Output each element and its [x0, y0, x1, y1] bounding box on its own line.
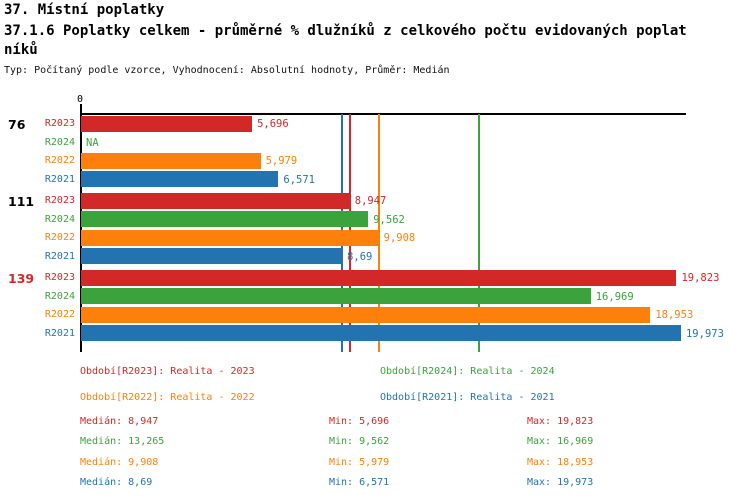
bar-139-r2022: [81, 306, 651, 323]
row-label-76-r2023: R2023: [44, 118, 75, 129]
bar-value-111-r2024: 9,562: [373, 213, 405, 226]
median-line-r2024: [478, 114, 481, 352]
legend-item-r2022: Období[R2022]: Realita - 2022: [80, 392, 255, 403]
bar-value-139-r2021: 19,973: [685, 327, 724, 340]
stat-max-r2024: Max: 16,969: [527, 436, 594, 448]
stat-median-r2021: Medián: 8,69: [80, 477, 153, 489]
bar-111-r2021: [81, 248, 343, 264]
bar-value-139-r2024: 16,969: [595, 290, 634, 303]
bar-value-111-r2023: 8,947: [354, 195, 387, 207]
row-label-111-r2024: R2024: [44, 213, 75, 225]
chart-title-line2: níků: [4, 42, 38, 58]
bar-139-r2023: [81, 269, 677, 286]
bar-76-r2021: [81, 171, 279, 187]
stat-min-r2023: Min: 5,696: [329, 416, 390, 427]
bar-value-139-r2022: 18,953: [655, 309, 694, 321]
stat-max-r2023: Max: 19,823: [527, 416, 594, 427]
bar-76-r2023: [81, 115, 253, 132]
row-label-139-r2022: R2022: [44, 309, 75, 320]
bar-value-76-r2023: 5,696: [257, 118, 289, 130]
bar-139-r2021: [81, 325, 681, 341]
stat-min-r2022: Min: 5,979: [329, 456, 390, 468]
bar-111-r2022: [81, 229, 379, 246]
bar-139-r2024: [81, 288, 591, 304]
bar-111-r2023: [81, 192, 350, 209]
row-label-76-r2022: R2022: [44, 155, 75, 166]
stat-max-r2022: Max: 18,953: [527, 456, 594, 468]
bar-111-r2024: [81, 211, 369, 227]
median-line-r2022: [377, 114, 380, 352]
stat-max-r2021: Max: 19,973: [527, 477, 594, 489]
stat-min-r2024: Min: 9,562: [329, 436, 390, 448]
y-axis-line: [80, 104, 82, 352]
bar-value-76-r2021: 6,571: [283, 173, 315, 186]
chart-title-line1: 37.1.6 Poplatky celkem - průměrné % dluž…: [4, 23, 687, 39]
report-section-title: 37. Místní poplatky: [4, 2, 165, 18]
row-label-76-r2024: R2024: [44, 136, 75, 148]
bar-76-r2022: [81, 152, 261, 169]
row-label-111-r2022: R2022: [44, 232, 75, 243]
row-label-139-r2023: R2023: [44, 272, 75, 283]
bar-value-76-r2024: NA: [86, 136, 99, 149]
bar-value-139-r2023: 19,823: [681, 272, 720, 284]
stat-median-r2023: Medián: 8,947: [80, 416, 159, 427]
x-axis-origin-tick-label: 0: [76, 94, 84, 105]
legend-item-r2024: Období[R2024]: Realita - 2024: [380, 366, 555, 377]
bar-value-111-r2021: 8,69: [347, 250, 373, 263]
row-label-76-r2021: R2021: [44, 173, 75, 185]
row-label-111-r2021: R2021: [44, 250, 75, 262]
stat-min-r2021: Min: 6,571: [329, 477, 390, 489]
chart-subtitle: Typ: Počítaný podle vzorce, Vyhodnocení:…: [4, 65, 450, 76]
bar-value-111-r2022: 9,908: [383, 232, 416, 244]
group-label-139: 139: [8, 270, 35, 286]
x-axis-line: [80, 113, 686, 115]
group-label-76: 76: [8, 116, 26, 132]
bar-value-76-r2022: 5,979: [265, 155, 298, 167]
legend-item-r2021: Období[R2021]: Realita - 2021: [380, 392, 555, 403]
row-label-111-r2023: R2023: [44, 195, 75, 206]
group-label-111: 111: [8, 193, 35, 209]
row-label-139-r2024: R2024: [44, 290, 75, 302]
legend-item-r2023: Období[R2023]: Realita - 2023: [80, 366, 255, 377]
stat-median-r2024: Medián: 13,265: [80, 436, 165, 448]
stat-median-r2022: Medián: 9,908: [80, 456, 159, 468]
row-label-139-r2021: R2021: [44, 327, 75, 339]
